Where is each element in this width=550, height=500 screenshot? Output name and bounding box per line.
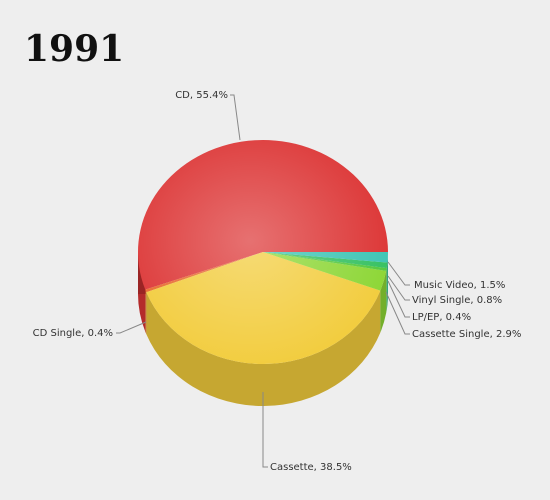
data-label: LP/EP, 0.4% <box>412 312 471 323</box>
data-label: CD Single, 0.4% <box>33 328 113 339</box>
pie-wall <box>146 290 381 406</box>
data-label: Cassette Single, 2.9% <box>412 329 521 340</box>
highlight <box>138 140 388 364</box>
chart-title: 1991 <box>24 28 124 70</box>
leader-line <box>387 280 410 318</box>
leader-line <box>387 261 410 286</box>
pie-wall <box>387 252 388 305</box>
data-label: Music Video, 1.5% <box>414 280 505 291</box>
data-label: Vinyl Single, 0.8% <box>412 295 502 306</box>
leader-line <box>116 321 147 334</box>
leader-line <box>387 275 410 301</box>
leader-line <box>262 392 268 468</box>
leader-line <box>230 94 241 141</box>
leader-line <box>385 291 410 335</box>
pie-wall <box>145 289 147 335</box>
pie-wall <box>386 262 388 311</box>
data-label: Cassette, 38.5% <box>270 462 352 473</box>
pie-wall <box>380 270 387 333</box>
data-label: CD, 55.4% <box>175 90 228 101</box>
